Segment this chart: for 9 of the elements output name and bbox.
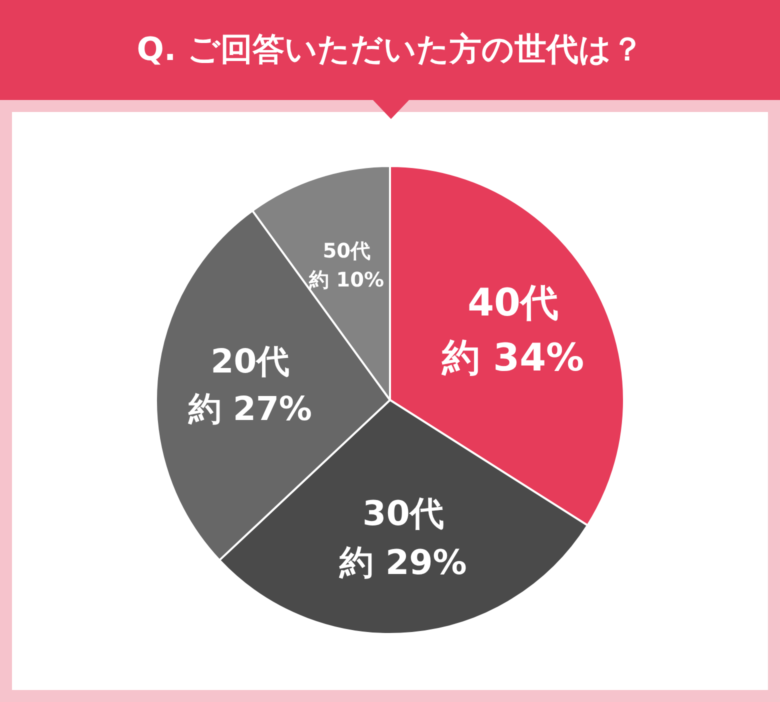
- slice-label: 20代: [210, 341, 290, 380]
- slice-label: 50代: [322, 238, 371, 263]
- slice-label: 30代: [362, 494, 444, 534]
- data-label: 約 34%: [440, 336, 584, 380]
- chart-title: Q. ご回答いただいた方の世代は？: [0, 0, 780, 100]
- data-label: 約 29%: [338, 543, 467, 584]
- slice-label: 40代: [468, 280, 558, 325]
- data-label: 約 27%: [187, 389, 312, 428]
- data-label: 約 10%: [308, 268, 384, 292]
